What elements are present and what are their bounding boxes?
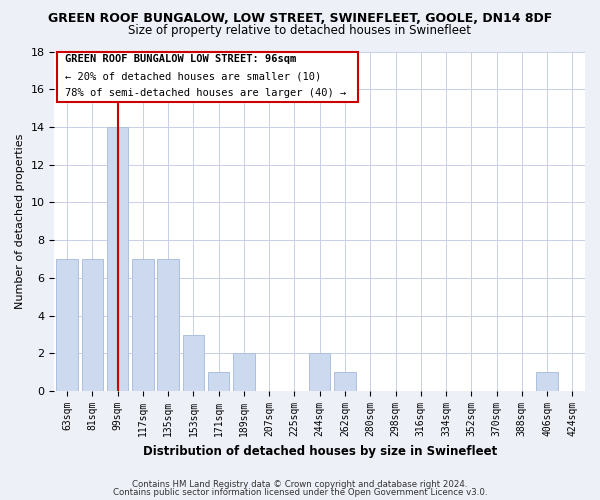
Bar (182, 334, 204, 391)
Bar (157, 259, 179, 391)
Bar (233, 354, 254, 391)
Bar (107, 127, 128, 391)
Bar (536, 372, 558, 391)
Bar (208, 372, 229, 391)
X-axis label: Distribution of detached houses by size in Swinefleet: Distribution of detached houses by size … (143, 444, 497, 458)
Text: Size of property relative to detached houses in Swinefleet: Size of property relative to detached ho… (128, 24, 472, 37)
Text: ← 20% of detached houses are smaller (10): ← 20% of detached houses are smaller (10… (65, 72, 321, 82)
Text: GREEN ROOF BUNGALOW, LOW STREET, SWINEFLEET, GOOLE, DN14 8DF: GREEN ROOF BUNGALOW, LOW STREET, SWINEFL… (48, 12, 552, 26)
Text: Contains HM Land Registry data © Crown copyright and database right 2024.: Contains HM Land Registry data © Crown c… (132, 480, 468, 489)
FancyBboxPatch shape (57, 52, 358, 102)
Bar (56, 259, 78, 391)
Bar (132, 259, 154, 391)
Text: 78% of semi-detached houses are larger (40) →: 78% of semi-detached houses are larger (… (65, 88, 346, 99)
Text: Contains public sector information licensed under the Open Government Licence v3: Contains public sector information licen… (113, 488, 487, 497)
Bar (334, 372, 356, 391)
Y-axis label: Number of detached properties: Number of detached properties (15, 134, 25, 309)
Bar (82, 259, 103, 391)
Bar (309, 354, 331, 391)
Text: GREEN ROOF BUNGALOW LOW STREET: 96sqm: GREEN ROOF BUNGALOW LOW STREET: 96sqm (65, 54, 296, 64)
